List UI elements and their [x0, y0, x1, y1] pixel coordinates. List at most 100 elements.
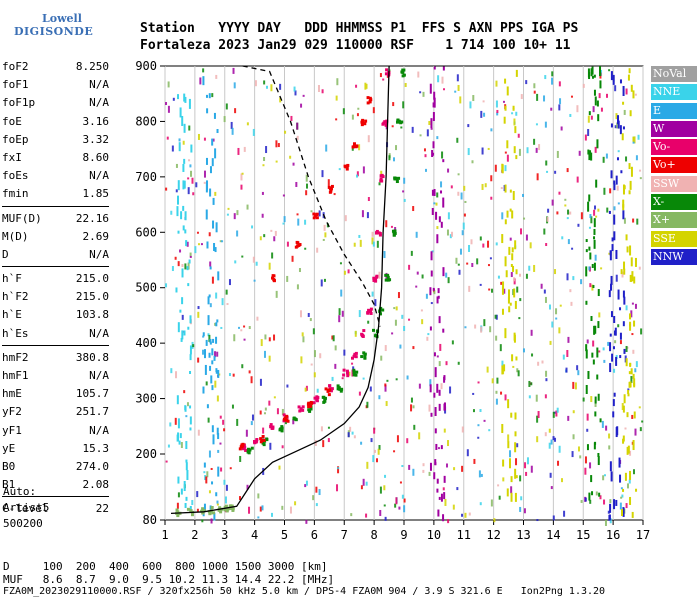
- echo-mark: [472, 95, 475, 102]
- echo-mark: [371, 291, 374, 297]
- echo-mark: [305, 519, 308, 524]
- echo-mark: [447, 212, 450, 220]
- echo-mark: [535, 123, 538, 126]
- echo-mark: [563, 510, 566, 517]
- echo-mark: [214, 322, 217, 326]
- echo-column-mark: [617, 115, 620, 125]
- echo-mark: [570, 301, 573, 306]
- echo-column-mark: [209, 338, 212, 343]
- echo-mark: [336, 484, 339, 492]
- echo-mark: [233, 82, 236, 89]
- echo-mark: [639, 427, 642, 432]
- echo-column-mark: [216, 427, 219, 435]
- x-tick-label: 14: [546, 528, 560, 542]
- e-layer-mark: [219, 508, 223, 512]
- echo-column-mark: [435, 443, 438, 450]
- echo-mark: [401, 465, 404, 468]
- echo-mark: [261, 505, 264, 511]
- echo-mark: [597, 208, 600, 212]
- echo-mark: [188, 159, 191, 162]
- e-layer-mark: [202, 509, 206, 513]
- echo-mark: [251, 414, 254, 421]
- echo-mark: [561, 236, 564, 240]
- echo-column-mark: [181, 268, 184, 278]
- echo-mark: [437, 75, 440, 83]
- echo-mark: [300, 103, 303, 108]
- e-layer-mark: [230, 504, 234, 508]
- echo-column-mark: [515, 269, 518, 275]
- echo-column-mark: [207, 315, 210, 326]
- param-value: 105.7: [75, 387, 109, 401]
- echo-mark: [582, 397, 585, 402]
- echo-column-mark: [213, 512, 216, 521]
- echo-mark: [171, 266, 174, 272]
- echo-mark: [507, 434, 510, 442]
- echo-mark: [209, 303, 212, 308]
- echo-mark: [394, 319, 397, 326]
- echo-mark: [589, 462, 592, 469]
- echo-mark: [495, 398, 498, 405]
- trace-mark: [393, 177, 397, 181]
- trace-mark: [328, 190, 332, 194]
- echo-column-mark: [504, 328, 507, 339]
- trace-mark: [363, 353, 367, 357]
- echo-mark: [529, 242, 532, 249]
- echo-column-mark: [429, 287, 432, 296]
- echo-mark: [499, 344, 502, 352]
- param-row: hmF2 380.8: [2, 349, 109, 367]
- echo-mark: [416, 271, 419, 275]
- echo-mark: [264, 407, 267, 411]
- echo-mark: [270, 512, 273, 517]
- echo-mark: [252, 128, 255, 136]
- echo-mark: [438, 361, 441, 367]
- echo-column-mark: [590, 316, 593, 322]
- echo-mark: [577, 446, 580, 452]
- echo-column-mark: [213, 112, 216, 119]
- param-row: h`E 103.8: [2, 306, 109, 324]
- trace-mark: [241, 447, 245, 451]
- echo-mark: [372, 455, 375, 463]
- echo-mark: [313, 350, 316, 358]
- echo-mark: [536, 93, 539, 101]
- echo-mark: [286, 241, 289, 247]
- echo-mark: [400, 126, 403, 129]
- x-tick-label: 11: [457, 528, 471, 542]
- echo-column-mark: [619, 79, 622, 84]
- echo-mark: [265, 146, 268, 154]
- trace-mark: [383, 120, 387, 124]
- echo-column-mark: [440, 190, 443, 194]
- trace-mark: [271, 276, 275, 280]
- trace-mark: [401, 74, 405, 78]
- echo-mark: [540, 283, 543, 289]
- x-tick-label: 7: [341, 528, 348, 542]
- trace-mark: [244, 448, 248, 452]
- echo-mark: [546, 170, 549, 173]
- echo-mark: [621, 494, 624, 498]
- echo-column-mark: [622, 210, 625, 220]
- echo-mark: [264, 334, 267, 340]
- echo-column-mark: [209, 341, 212, 345]
- echo-mark: [203, 170, 206, 178]
- trace-mark: [269, 423, 273, 427]
- param-value: 3.32: [82, 132, 110, 146]
- echo-mark: [395, 145, 398, 151]
- param-row: yF1 N/A: [2, 422, 109, 440]
- echo-column-mark: [203, 349, 206, 359]
- echo-column-mark: [632, 136, 635, 142]
- param-separator: [2, 344, 109, 346]
- echo-mark: [183, 390, 186, 394]
- echo-mark: [268, 337, 271, 342]
- legend-item: E: [651, 102, 697, 119]
- trace-mark: [381, 175, 385, 179]
- echo-mark: [600, 267, 603, 270]
- echo-mark: [433, 202, 436, 205]
- echo-mark: [592, 340, 595, 347]
- trace-mark: [345, 167, 349, 171]
- echo-mark: [451, 340, 454, 345]
- echo-mark: [488, 429, 491, 432]
- trace-mark: [272, 279, 276, 283]
- echo-column-mark: [609, 363, 612, 373]
- echo-mark: [497, 484, 500, 487]
- echo-mark: [422, 463, 425, 467]
- param-value: 274.0: [75, 459, 109, 473]
